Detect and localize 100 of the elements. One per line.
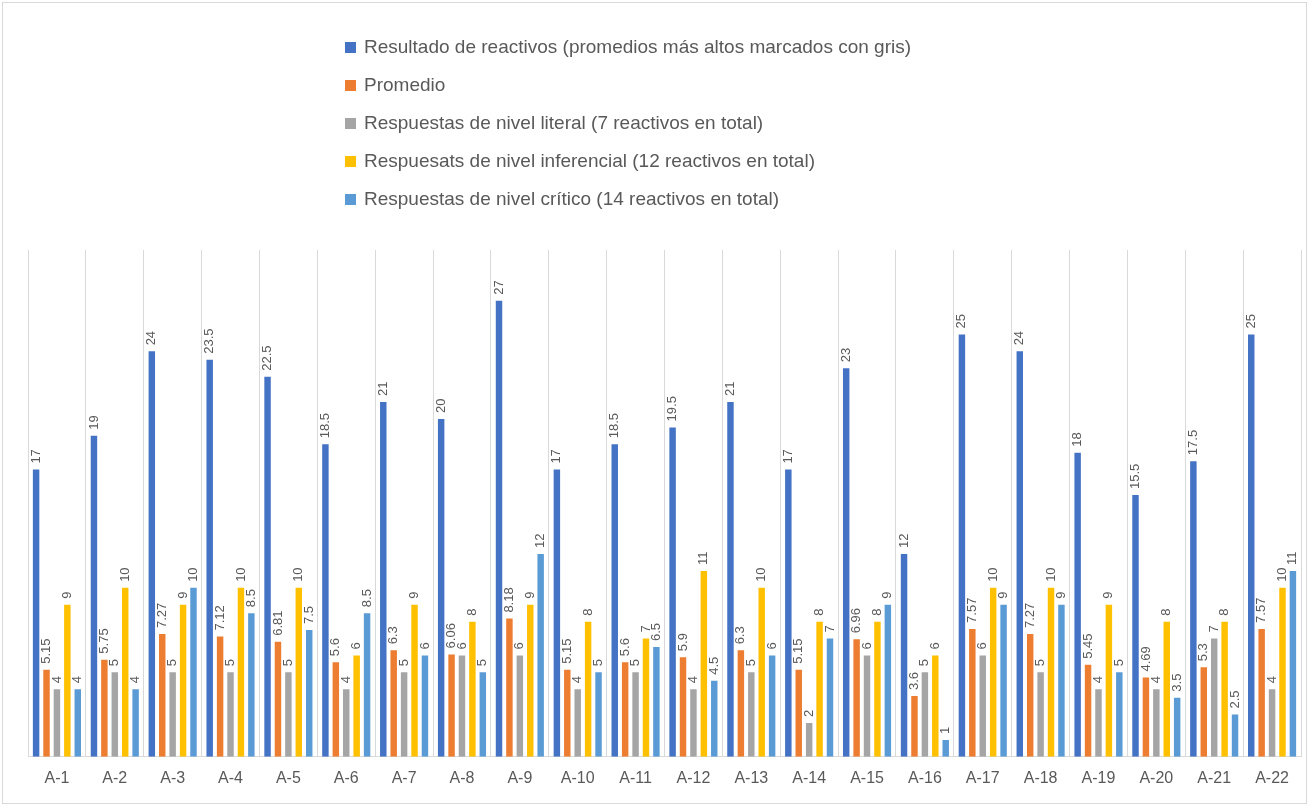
data-label: 5.15 xyxy=(38,638,54,664)
bar xyxy=(216,636,224,757)
bar xyxy=(1258,628,1265,757)
data-label: 5 xyxy=(395,659,411,667)
data-label: 7.57 xyxy=(963,597,979,623)
data-label: 5 xyxy=(222,659,238,667)
data-label: 5 xyxy=(916,659,932,667)
data-label: 7 xyxy=(1205,625,1221,633)
bar xyxy=(527,604,534,757)
bar xyxy=(1016,351,1024,757)
bar xyxy=(1289,570,1297,757)
data-label: 5.15 xyxy=(790,638,806,664)
data-label: 5 xyxy=(1032,659,1048,667)
x-tick-label: A-2 xyxy=(102,768,128,786)
bar xyxy=(932,655,939,757)
bar xyxy=(595,672,602,757)
data-label: 4 xyxy=(337,675,353,684)
bar xyxy=(411,604,418,757)
bar xyxy=(1047,587,1055,757)
bar xyxy=(758,587,765,757)
bar xyxy=(1132,494,1139,757)
data-label: 9 xyxy=(1053,591,1069,599)
legend-label: Respuesats de nivel inferencial (12 reactivos en total) xyxy=(364,150,815,172)
x-tick-label: A-19 xyxy=(1081,768,1116,786)
x-tick-label: A-1 xyxy=(44,768,70,786)
bar xyxy=(826,638,834,757)
data-label: 24 xyxy=(143,330,159,346)
data-label: 1 xyxy=(937,726,953,734)
bar xyxy=(816,621,823,757)
data-label: 5 xyxy=(627,659,643,667)
bar xyxy=(1142,677,1150,757)
x-tick-label: A-18 xyxy=(1023,768,1058,786)
data-label: 18.5 xyxy=(606,412,622,439)
data-label: 7.27 xyxy=(1021,602,1037,628)
bar xyxy=(1095,689,1102,757)
bar xyxy=(911,695,918,757)
data-label: 5 xyxy=(590,659,606,667)
data-label: 17 xyxy=(548,449,564,464)
data-label: 6 xyxy=(511,642,527,650)
data-label: 12 xyxy=(532,533,548,549)
bar xyxy=(132,689,139,757)
bar xyxy=(190,587,197,757)
bar xyxy=(621,662,629,757)
data-label: 23.5 xyxy=(201,328,217,354)
data-label: 6.3 xyxy=(732,626,748,645)
data-label: 17 xyxy=(779,449,795,464)
bar xyxy=(53,689,61,757)
bar xyxy=(264,376,271,757)
data-label: 6 xyxy=(763,642,779,650)
data-label: 11 xyxy=(695,551,711,565)
data-label: 5.15 xyxy=(558,638,574,664)
bar xyxy=(564,669,571,757)
data-label: 8.5 xyxy=(358,589,374,608)
data-label: 7.5 xyxy=(300,606,316,625)
data-label: 27 xyxy=(490,280,506,295)
data-label: 22.5 xyxy=(259,345,275,371)
data-label: 9 xyxy=(1100,591,1116,599)
bar xyxy=(1163,621,1170,757)
data-label: 9 xyxy=(995,591,1011,599)
legend-label: Resultado de reactivos (promedios más altos marcados con gris) xyxy=(364,36,912,58)
data-label: 7.27 xyxy=(153,602,169,628)
bar xyxy=(1084,664,1092,757)
bar xyxy=(853,639,860,757)
data-label: 17 xyxy=(27,449,43,464)
data-label: 5.6 xyxy=(616,638,632,657)
data-label: 9 xyxy=(58,591,74,599)
bar xyxy=(1116,672,1123,757)
data-label: 7.57 xyxy=(1253,597,1269,623)
bar xyxy=(1268,689,1276,757)
bar xyxy=(611,444,618,757)
data-label: 4.69 xyxy=(1137,646,1153,672)
bar xyxy=(958,334,966,757)
data-label: 12 xyxy=(895,533,911,549)
bar xyxy=(248,613,255,757)
data-label: 2.5 xyxy=(1226,690,1242,709)
bar xyxy=(653,646,660,757)
data-label: 6 xyxy=(416,642,432,650)
bar xyxy=(32,469,40,757)
data-label: 9 xyxy=(521,591,537,599)
data-label: 10 xyxy=(290,567,306,582)
bar xyxy=(305,630,313,757)
bar xyxy=(584,621,592,757)
bar xyxy=(669,427,676,757)
data-label: 8 xyxy=(463,608,479,616)
bar xyxy=(969,628,976,757)
bar xyxy=(1058,604,1065,757)
bar xyxy=(632,672,639,757)
bar xyxy=(64,604,71,757)
bar xyxy=(711,680,718,757)
bar xyxy=(989,587,997,757)
bar xyxy=(1200,667,1208,757)
bar xyxy=(537,554,544,757)
data-label: 11 xyxy=(1284,551,1300,565)
bar xyxy=(101,659,108,757)
x-tick-label: A-4 xyxy=(218,768,244,786)
bar xyxy=(74,689,81,757)
bar xyxy=(1074,452,1081,757)
x-tick-label: A-13 xyxy=(734,768,769,786)
data-label: 9 xyxy=(879,591,895,599)
bar xyxy=(1105,604,1113,757)
